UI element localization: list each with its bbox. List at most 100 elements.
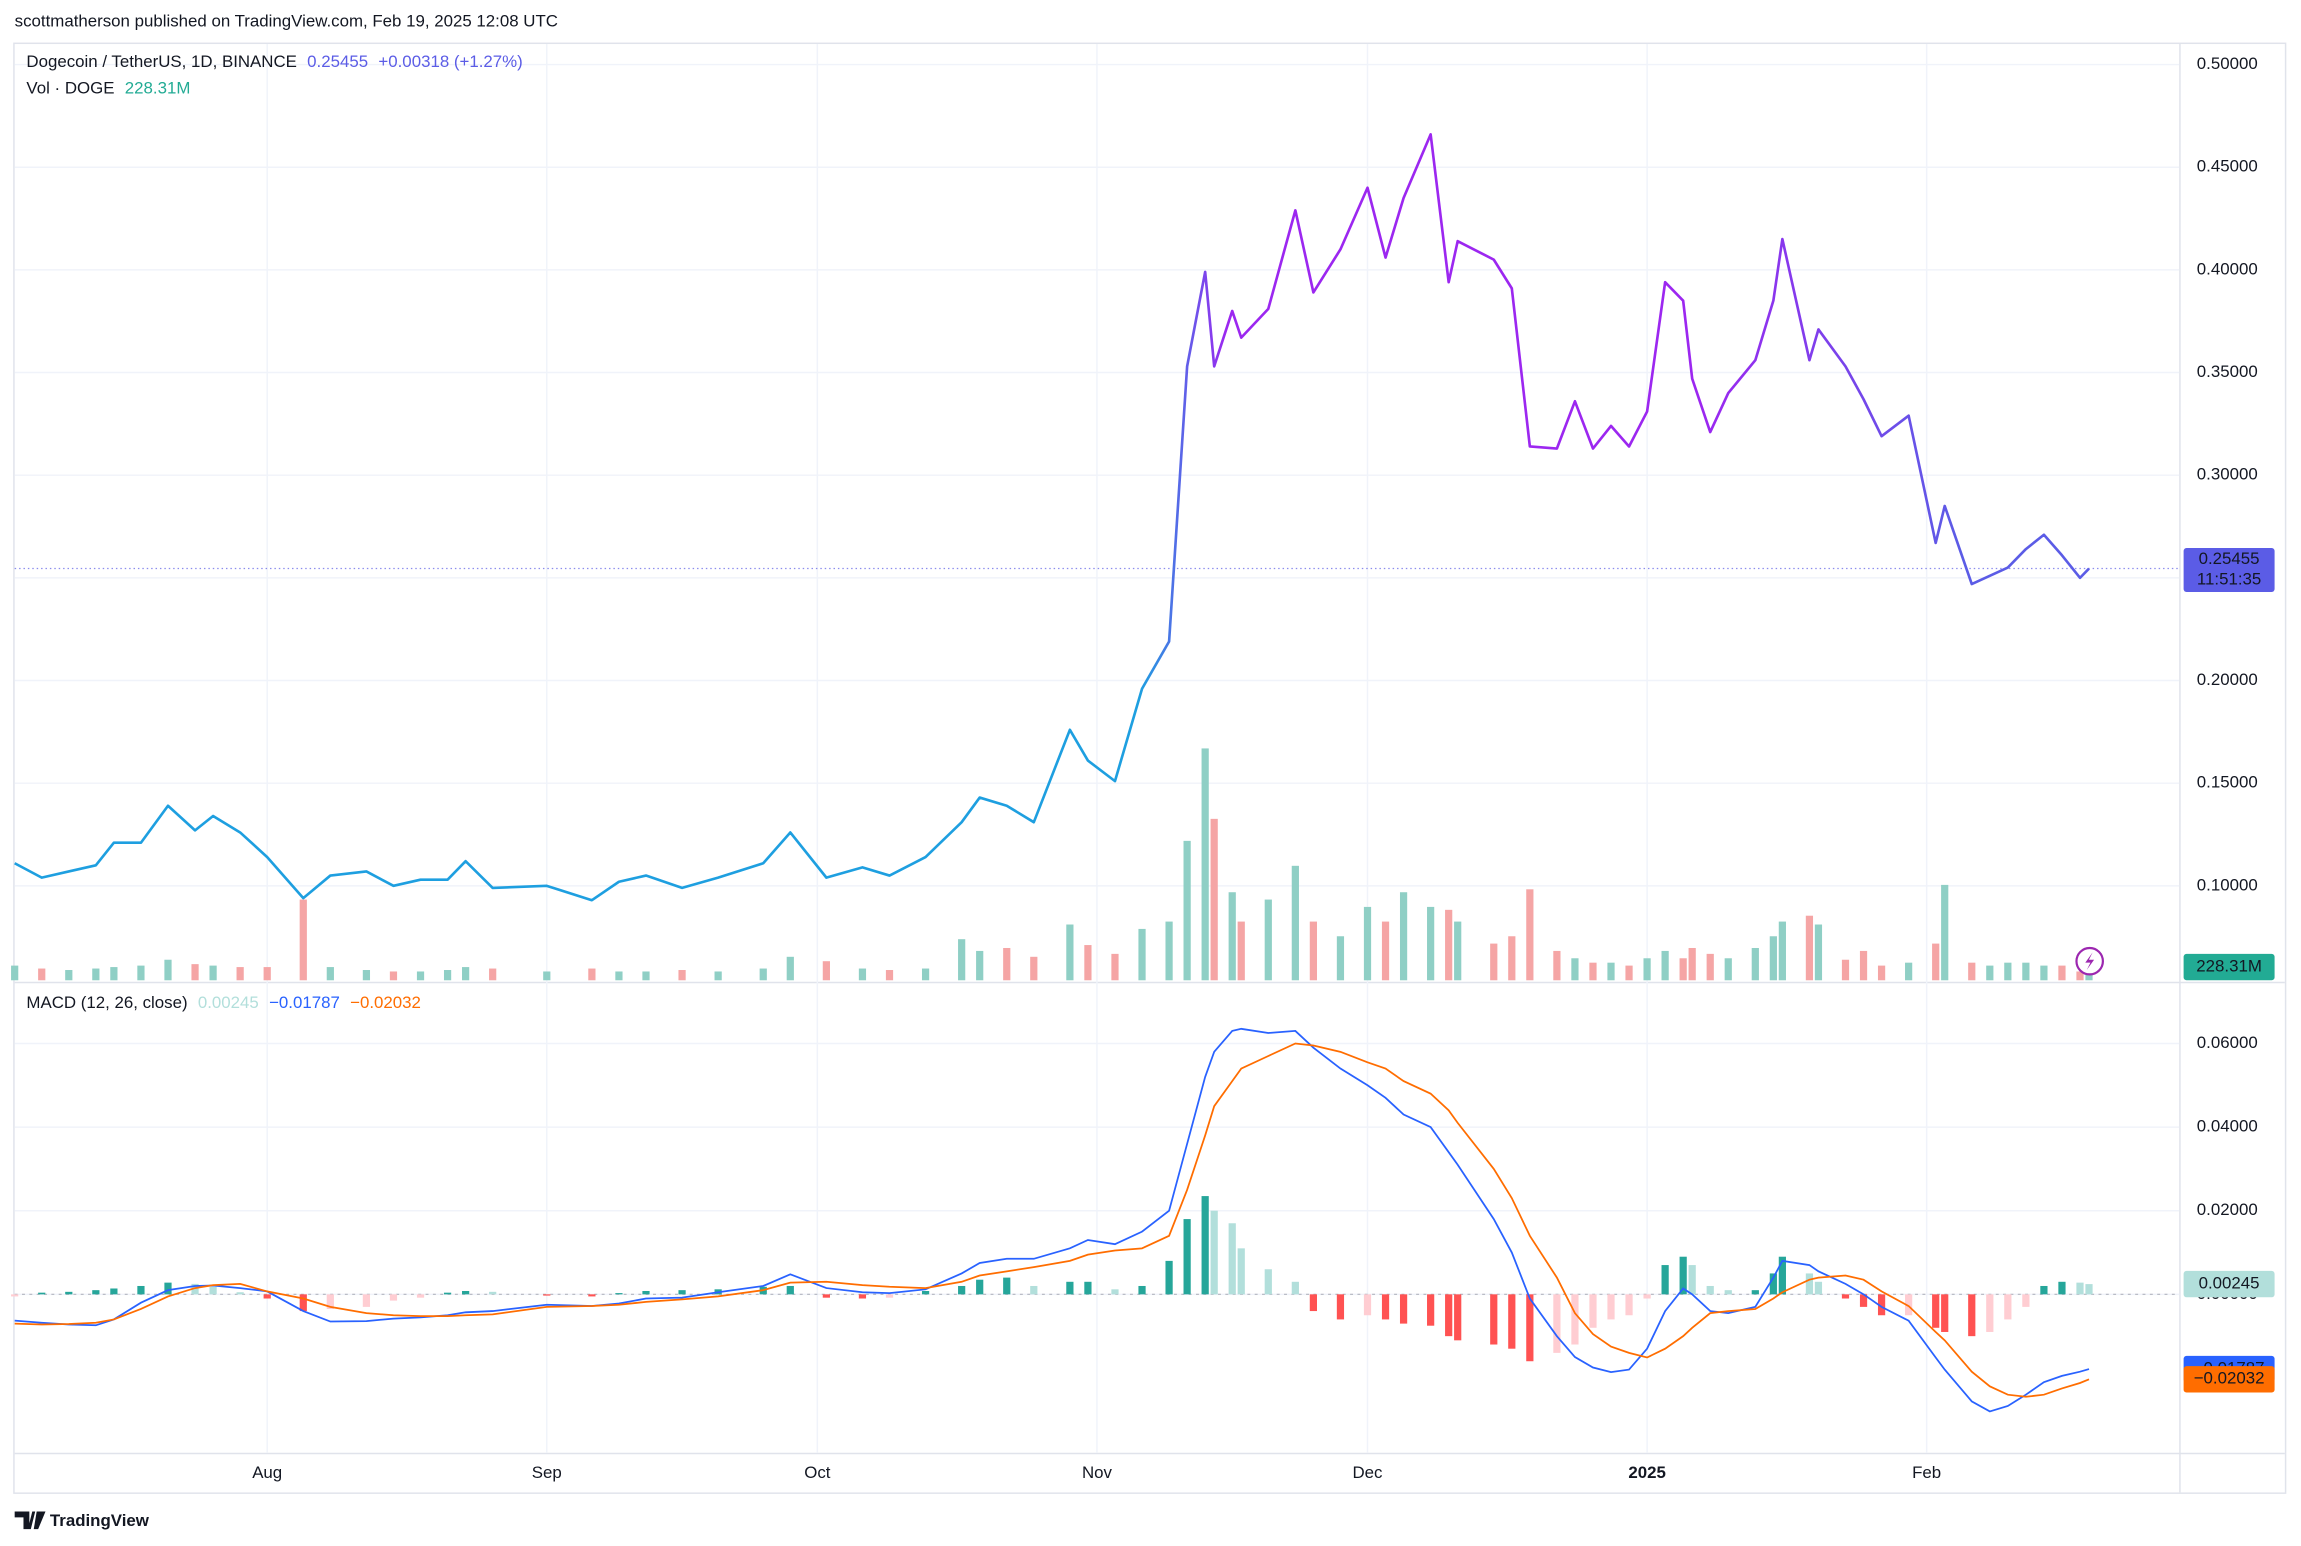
histogram-bar <box>2085 1284 2093 1295</box>
histogram-bar <box>976 1279 984 1295</box>
histogram-bar <box>786 1285 794 1295</box>
y-tick-label: 0.15000 <box>2197 773 2258 792</box>
histogram-bar <box>1841 1294 1850 1299</box>
histogram-bar <box>1859 1294 1868 1307</box>
volume-bar <box>1778 921 1786 981</box>
volume-bar <box>885 970 894 981</box>
histogram-bar <box>1445 1294 1453 1337</box>
volume-bar <box>1003 947 1011 981</box>
x-tick-label: Oct <box>804 1463 831 1482</box>
histogram-bar <box>1778 1256 1786 1295</box>
x-tick-label: Nov <box>1082 1463 1113 1482</box>
histogram-bar <box>2040 1285 2048 1295</box>
histogram-bar <box>543 1294 551 1296</box>
histogram-bar <box>191 1283 199 1295</box>
volume-bar <box>164 959 172 981</box>
histogram-bar <box>1066 1281 1074 1295</box>
volume-bar <box>976 950 984 981</box>
histogram-bar <box>1264 1269 1272 1295</box>
volume-bar <box>1986 965 1994 981</box>
histogram-bar <box>1526 1294 1534 1362</box>
volume-bar <box>588 968 596 981</box>
histogram-bar <box>1968 1294 1976 1337</box>
grid: Aug Sep Oct Nov Dec 2025 Feb 0.10000 0.15000 0.20… <box>14 44 2258 1482</box>
replay-icon[interactable] <box>2075 946 2104 976</box>
volume-bar <box>1589 962 1597 981</box>
volume-bar <box>1066 924 1074 981</box>
histogram-bar <box>1724 1290 1732 1295</box>
volume-bar <box>1706 953 1714 981</box>
histogram-bar <box>209 1286 217 1295</box>
histogram-bar <box>588 1294 596 1297</box>
volume-bar <box>1841 959 1850 981</box>
y-tick-label: 0.40000 <box>2197 259 2258 278</box>
volume-bar <box>11 965 19 981</box>
histogram-bar <box>1814 1281 1823 1295</box>
volume-tag-bg <box>2183 953 2275 981</box>
volume-tag: 228.31M <box>2196 957 2262 976</box>
volume-bar <box>1201 748 1209 981</box>
volume-bar <box>1264 899 1272 981</box>
histogram-bar <box>1986 1294 1994 1332</box>
volume-bar <box>209 965 217 981</box>
y-tick-label: 0.02000 <box>2197 1200 2258 1219</box>
histogram-bar <box>38 1292 46 1295</box>
symbol-legend: Dogecoin / TetherUS, 1D, BINANCE 0.25455 +… <box>26 53 522 72</box>
symbol-title: Dogecoin / TetherUS, 1D, BINANCE <box>26 53 297 72</box>
volume-bar <box>1553 950 1561 981</box>
volume-bar <box>236 967 244 981</box>
histogram-bar <box>326 1294 334 1309</box>
volume-bar <box>678 970 686 981</box>
histogram-bar <box>1607 1294 1615 1320</box>
brand-logo: TradingView <box>14 1511 150 1530</box>
histogram-bar <box>858 1294 867 1299</box>
y-tick-label: 0.20000 <box>2197 670 2258 689</box>
histogram-bar <box>1553 1294 1561 1353</box>
volume-bar <box>1084 945 1092 981</box>
histogram-bar <box>1336 1294 1345 1320</box>
x-tick-label: Feb <box>1912 1463 1941 1482</box>
volume-bar <box>2076 971 2084 981</box>
volume-bar <box>137 965 145 981</box>
histogram-bar <box>1508 1294 1516 1349</box>
histogram-bar <box>642 1290 650 1295</box>
volume-bar <box>615 971 623 981</box>
histogram-bar <box>1661 1265 1669 1295</box>
volume-bar <box>1508 936 1516 981</box>
volume-bar <box>1165 921 1173 981</box>
volume-bar <box>389 971 398 981</box>
histogram-bar <box>1490 1294 1498 1345</box>
price-change: +0.00318 (+1.27%) <box>378 53 522 72</box>
histogram-bar <box>2076 1282 2084 1295</box>
histogram-bar <box>137 1285 145 1295</box>
volume-bar <box>1625 965 1633 981</box>
volume-bar <box>1030 956 1038 981</box>
volume-bar <box>1607 962 1615 981</box>
volume-bar <box>1968 962 1976 981</box>
histogram-bar <box>1589 1294 1597 1328</box>
histogram-bar <box>1237 1248 1245 1295</box>
histogram-bar <box>921 1290 930 1295</box>
macd-legend: MACD (12, 26, close) 0.00245 −0.01787 −0.02… <box>26 993 421 1012</box>
last-volume: 228.31M <box>125 79 191 98</box>
histogram-bar <box>65 1291 73 1295</box>
histogram-bar <box>1941 1294 1949 1332</box>
histogram-bar <box>299 1294 307 1312</box>
volume-bar <box>1291 865 1299 981</box>
price-tag: 0.25455 <box>2199 549 2260 568</box>
volume-bar <box>299 899 307 981</box>
volume-bar <box>1454 921 1462 981</box>
x-tick-label: Aug <box>252 1463 282 1482</box>
volume-bar <box>1399 892 1408 981</box>
volume-bar <box>462 967 470 981</box>
icon-bolt <box>2085 952 2095 971</box>
volume-bar <box>1237 921 1245 981</box>
signal-value: −0.02032 <box>350 993 421 1012</box>
volume-bar <box>110 967 118 981</box>
volume-bar <box>326 967 334 981</box>
y-tick-label: 0.45000 <box>2197 157 2258 176</box>
volume-bar <box>1941 884 1949 981</box>
histogram-bar <box>92 1290 100 1295</box>
volume-bar <box>1679 958 1687 981</box>
